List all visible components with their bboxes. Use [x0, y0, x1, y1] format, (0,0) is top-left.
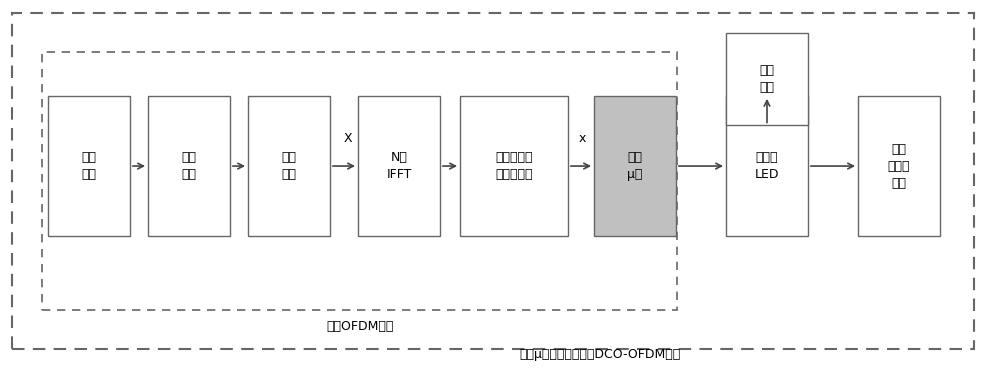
Bar: [248, 96, 330, 236]
Text: 信号
无失真
输出: 信号 无失真 输出: [888, 142, 910, 190]
Text: 生成OFDM信号: 生成OFDM信号: [326, 320, 394, 333]
Text: N点
IFFT: N点 IFFT: [386, 151, 412, 181]
Bar: [594, 96, 676, 236]
Bar: [42, 52, 677, 310]
Bar: [726, 33, 808, 125]
Text: 改进
μ律: 改进 μ律: [627, 151, 643, 181]
Bar: [358, 96, 440, 236]
Text: 串并
转换: 串并 转换: [282, 151, 296, 181]
Text: 加循环前缀
和并串转换: 加循环前缀 和并串转换: [495, 151, 533, 181]
Bar: [148, 96, 230, 236]
Text: 基带
调制: 基带 调制: [182, 151, 196, 181]
Bar: [48, 96, 130, 236]
Text: X: X: [344, 132, 352, 145]
Bar: [726, 96, 808, 236]
Text: 直流
偏置: 直流 偏置: [760, 64, 774, 94]
Bar: [460, 96, 568, 236]
Bar: [858, 96, 940, 236]
Text: x: x: [578, 132, 586, 145]
Text: 输入
数据: 输入 数据: [82, 151, 96, 181]
Text: 发射器
LED: 发射器 LED: [755, 151, 779, 181]
Text: 生成μ律压缩信号后的DCO-OFDM信号: 生成μ律压缩信号后的DCO-OFDM信号: [519, 348, 681, 362]
